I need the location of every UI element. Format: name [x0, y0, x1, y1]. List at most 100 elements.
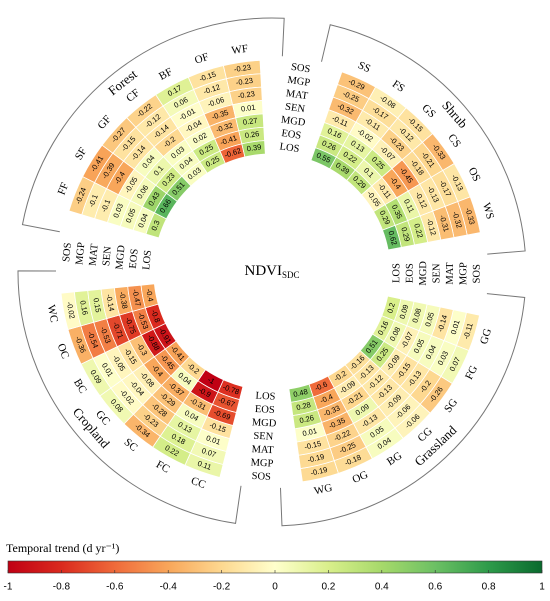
colorbar-tick-label: -0.4 — [160, 582, 178, 593]
cell-value: 0.15 — [91, 297, 103, 313]
column-label: OC — [55, 342, 72, 361]
cell-value: 0.39 — [246, 142, 262, 153]
cell-value: 0.08 — [410, 307, 423, 324]
row-label: LOS — [391, 263, 402, 283]
heatmap-cell — [382, 224, 402, 251]
center-label: NDVISDC — [244, 263, 299, 280]
row-label: SOS — [290, 62, 311, 76]
column-label: CF — [124, 87, 142, 105]
row-label: MGD — [114, 244, 127, 270]
heatmap-cell — [241, 140, 266, 158]
cell-value: 0.27 — [242, 116, 258, 127]
cell-value: -0.38 — [117, 291, 129, 309]
cell-value: 0.22 — [412, 222, 425, 239]
cell-value: 0.09 — [398, 303, 411, 320]
row-label: MAT — [285, 88, 309, 102]
row-label: MGD — [418, 261, 429, 286]
cell-value: 0.16 — [78, 300, 90, 316]
cell-value: -0.4 — [144, 288, 155, 302]
cell-value: -0.23 — [233, 63, 251, 74]
cell-value: -0.12 — [425, 218, 438, 237]
column-label: WS — [480, 202, 496, 221]
row-label: SOS — [472, 264, 483, 284]
column-label: WF — [231, 43, 249, 57]
colorbar-tick-label: 0.8 — [482, 582, 496, 593]
colorbar-tick-label: 0.4 — [375, 582, 389, 593]
row-label: EOS — [281, 128, 302, 142]
cell-value: -0.15 — [303, 439, 322, 452]
column-label: FG — [463, 364, 480, 382]
row-label: MGP — [250, 457, 273, 469]
colorbar-label: Temporal trend (d yr⁻¹) — [6, 541, 119, 555]
row-label: MGP — [458, 262, 469, 285]
column-label: BC — [71, 377, 89, 396]
row-label: EOS — [128, 248, 141, 269]
group-label: Grassland — [411, 422, 460, 469]
cell-value: -0.14 — [104, 293, 116, 311]
row-label: SOS — [61, 242, 74, 262]
colorbar-tick-label: -0.8 — [53, 582, 71, 593]
column-label: GF — [95, 113, 113, 131]
row-label: MGP — [287, 75, 311, 89]
group-label: Shrub — [439, 98, 471, 131]
column-label: GS — [419, 102, 437, 120]
center-label-main: NDVI — [244, 263, 282, 279]
cell-value: 0.62 — [386, 230, 399, 247]
row-label: MGD — [280, 115, 306, 129]
group-bracket — [279, 293, 526, 527]
cell-value: 0.2 — [385, 302, 397, 315]
row-label: LOS — [141, 249, 154, 270]
group-bracket — [321, 24, 526, 255]
cell-value: -0.23 — [235, 76, 253, 87]
row-label: MGD — [252, 417, 277, 429]
cell-value: 0.48 — [292, 387, 308, 399]
cell-value: 0.26 — [299, 413, 315, 425]
cell-value: 0.26 — [244, 129, 260, 140]
column-label: BF — [157, 66, 175, 83]
group-bracket — [21, 17, 285, 233]
row-label: SOS — [251, 471, 271, 483]
column-label: BG — [385, 450, 404, 468]
column-label: CS — [445, 132, 463, 150]
colorbar-tick-label: 1 — [539, 582, 545, 593]
group-label: Cropland — [70, 404, 113, 451]
row-label: SEN — [253, 431, 274, 443]
cell-value: -0.31 — [438, 214, 451, 233]
cell-value: 0.3 — [149, 219, 161, 232]
row-label: MGP — [74, 242, 87, 266]
column-label: OF — [193, 51, 210, 67]
row-label: MAT — [445, 262, 456, 285]
cell-value: -0.1 — [87, 193, 100, 208]
cell-value: 0.28 — [295, 400, 311, 412]
column-label: SG — [442, 396, 460, 414]
cell-value: 0.01 — [449, 319, 462, 336]
cell-value: 0.29 — [399, 226, 412, 243]
colorbar-tick-label: -0.2 — [213, 582, 231, 593]
column-label: OG — [351, 469, 370, 486]
cell-value: 0.11 — [196, 459, 212, 472]
colorbar-tick-label: 0.6 — [428, 582, 442, 593]
cell-value: 0.05 — [423, 311, 436, 328]
center-label-sub: SDC — [282, 270, 300, 280]
row-label: MAT — [88, 243, 101, 267]
column-label: FS — [390, 78, 407, 95]
cell-value: -0.19 — [310, 465, 329, 478]
heatmap-cell — [288, 383, 314, 403]
colorbar-tick-label: -1 — [4, 582, 13, 593]
group-bracket — [17, 270, 242, 524]
column-label: SC — [122, 436, 140, 454]
cell-value: 0.01 — [240, 103, 256, 114]
heatmap-cell — [140, 283, 159, 309]
cell-value: -0.32 — [451, 210, 464, 229]
cell-value: 0.01 — [302, 426, 318, 438]
cell-value: -0.1 — [99, 198, 112, 213]
column-label: GG — [478, 327, 494, 346]
column-label: FC — [154, 459, 172, 476]
colorbar-tick-label: -0.6 — [106, 582, 124, 593]
cell-value: -0.47 — [131, 288, 143, 306]
column-label: SF — [73, 146, 90, 163]
cell-value: -1 — [206, 375, 216, 386]
row-label: EOS — [405, 263, 416, 283]
